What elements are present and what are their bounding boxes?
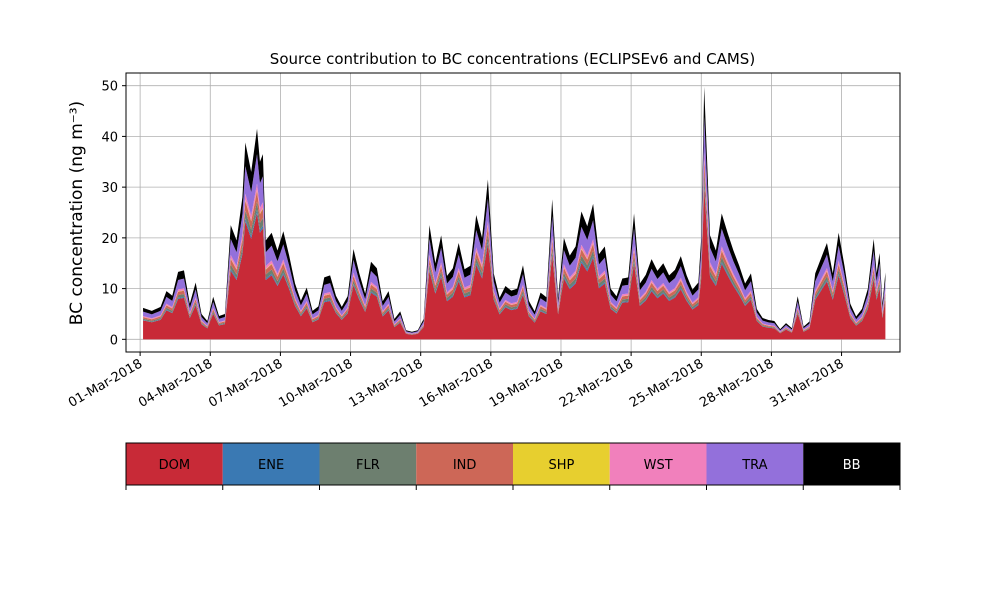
legend-label-bb: BB xyxy=(843,458,861,473)
legend-label-ind: IND xyxy=(453,458,477,473)
series-area-bb xyxy=(143,86,886,333)
legend-label-wst: WST xyxy=(644,458,673,473)
legend-swatch-shp xyxy=(513,443,610,485)
y-tick-label: 0 xyxy=(110,333,118,348)
y-tick-label: 10 xyxy=(101,283,118,298)
plot-frame xyxy=(125,72,901,353)
legend-label-dom: DOM xyxy=(159,458,190,473)
legend-label-ene: ENE xyxy=(258,458,284,473)
y-tick-label: 40 xyxy=(101,130,118,145)
legend-swatch-ind xyxy=(416,443,513,485)
legend-label-shp: SHP xyxy=(548,458,574,473)
y-tick-label: 30 xyxy=(101,181,118,196)
series-area-ene xyxy=(143,183,886,335)
legend-label-tra: TRA xyxy=(741,458,767,473)
series-area-wst xyxy=(143,152,886,334)
legend-label-flr: FLR xyxy=(356,458,380,473)
legend-strip: DOM ENE FLR IND SHP WST TRA BB xyxy=(125,442,901,490)
legend-swatch-tra xyxy=(706,443,804,485)
series-area-flr xyxy=(143,173,886,335)
y-axis-label: BC concentration (ng m⁻³) xyxy=(67,101,87,325)
y-tick-label: 20 xyxy=(101,232,118,247)
chart-title: Source contribution to BC concentrations… xyxy=(270,50,755,68)
legend-swatch-dom xyxy=(126,443,223,485)
series-area-tra xyxy=(143,117,886,334)
y-tick-label: 50 xyxy=(101,80,118,95)
legend-swatch-flr xyxy=(319,443,417,485)
legend-swatch-bb xyxy=(803,443,900,485)
legend-swatch-wst xyxy=(609,443,707,485)
series-area-ind xyxy=(143,161,886,335)
stacked-series xyxy=(143,86,886,340)
legend-swatch-ene xyxy=(222,443,320,485)
series-area-shp xyxy=(143,159,886,334)
series-area-dom xyxy=(143,187,886,340)
